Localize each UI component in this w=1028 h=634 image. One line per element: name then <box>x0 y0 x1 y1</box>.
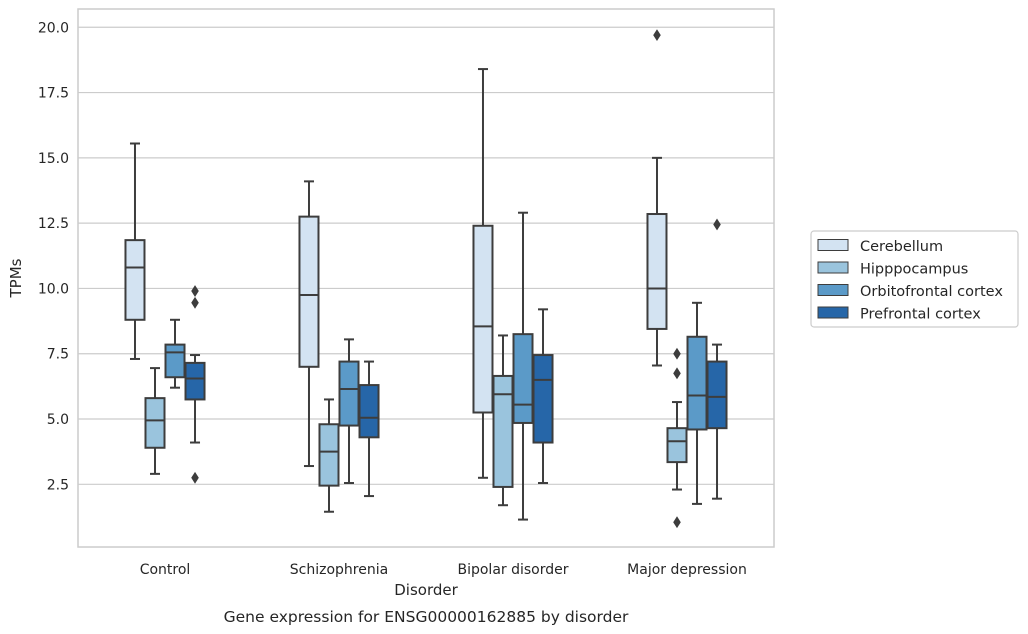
box-cerebellum <box>298 180 320 468</box>
box-prefrontal-cortex <box>184 285 206 484</box>
box-body <box>124 239 146 321</box>
outlier-point <box>191 471 199 484</box>
plot-border <box>77 8 775 548</box>
box-cerebellum <box>646 29 668 367</box>
y-tick-label: 12.5 <box>38 216 69 232</box>
x-tick-label: Schizophrenia <box>290 562 388 578</box>
outlier-point <box>653 29 661 42</box>
y-tick-label: 17.5 <box>38 86 69 102</box>
x-tick-label: Control <box>140 562 191 578</box>
box-body <box>144 397 166 449</box>
legend-box <box>810 230 1019 328</box>
y-axis-label: TPMs <box>7 258 25 298</box>
chart-caption: Gene expression for ENSG00000162885 by d… <box>224 608 629 626</box>
legend-swatch <box>817 261 849 274</box>
box-body <box>512 333 534 424</box>
legend-swatch <box>817 306 849 319</box>
legend-label: Prefrontal cortex <box>860 307 981 323</box>
outlier-point <box>673 347 681 360</box>
box-body <box>318 423 340 487</box>
box-prefrontal-cortex <box>358 360 380 498</box>
box-prefrontal-cortex <box>532 308 554 485</box>
outlier-point <box>713 218 721 231</box>
box-prefrontal-cortex <box>706 218 728 500</box>
box-body <box>338 360 360 427</box>
box-body <box>666 427 688 464</box>
y-tick-label: 2.5 <box>47 477 69 493</box>
box-body <box>164 343 186 379</box>
box-body <box>646 213 668 330</box>
y-tick-label: 7.5 <box>47 347 69 363</box>
x-axis-label: Disorder <box>394 581 458 599</box>
y-tick-label: 10.0 <box>38 281 69 297</box>
outlier-point <box>191 285 199 297</box>
y-tick-label: 5.0 <box>47 412 69 428</box>
box-orbitofrontal-cortex <box>164 318 186 389</box>
legend: Cerebellum Hipppocampus Orbitofrontal cort… <box>810 230 1019 328</box>
box-cerebellum <box>472 68 494 479</box>
outlier-point <box>191 296 199 309</box>
box-body <box>686 335 708 431</box>
legend-label: Cerebellum <box>860 239 943 255</box>
x-tick-label: Bipolar disorder <box>457 562 568 578</box>
box-body <box>298 215 320 368</box>
box-hipppocampus <box>666 347 688 529</box>
box-body <box>472 224 494 414</box>
box-body <box>532 354 554 444</box>
box-body <box>706 360 728 430</box>
y-tick-label: 20.0 <box>38 20 69 36</box>
legend-label: Hipppocampus <box>860 262 968 278</box>
box-body <box>358 384 380 439</box>
y-tick-label: 15.0 <box>38 151 69 167</box>
box-hipppocampus <box>318 398 340 513</box>
legend-swatch <box>817 284 849 296</box>
legend-swatch <box>817 239 849 251</box>
legend-label: Orbitofrontal cortex <box>860 284 1003 300</box>
box-hipppocampus <box>492 334 514 507</box>
outlier-point <box>673 516 681 529</box>
x-tick-label: Major depression <box>627 562 747 578</box>
box-body <box>184 361 206 401</box>
box-orbitofrontal-cortex <box>686 301 708 505</box>
box-hipppocampus <box>144 367 166 475</box>
outlier-point <box>673 367 681 380</box>
box-orbitofrontal-cortex <box>512 211 534 521</box>
box-cerebellum <box>124 142 146 360</box>
box-body <box>492 374 514 488</box>
box-orbitofrontal-cortex <box>338 338 360 485</box>
